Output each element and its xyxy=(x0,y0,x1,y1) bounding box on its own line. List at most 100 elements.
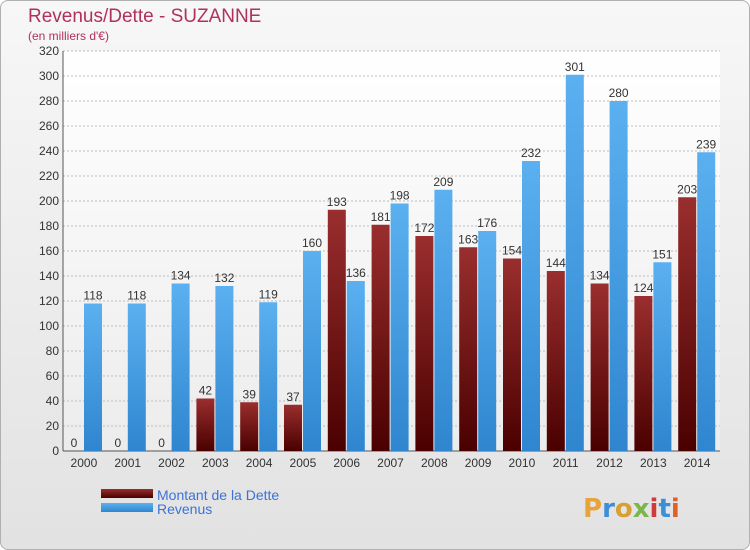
legend-swatch-debt xyxy=(101,489,153,498)
bar-revenue xyxy=(390,203,409,451)
proxiti-logo-text: Proxiti xyxy=(583,494,680,524)
bar-debt xyxy=(327,209,346,451)
data-label-debt: 37 xyxy=(286,390,300,404)
bar-debt xyxy=(371,224,390,451)
bar-revenue xyxy=(84,303,102,451)
y-tick-label: 20 xyxy=(46,419,60,433)
bar-revenue xyxy=(478,231,497,451)
chart-title: Revenus/Dette - SUZANNE xyxy=(28,6,262,27)
y-tick-label: 280 xyxy=(39,94,59,108)
y-tick-label: 260 xyxy=(39,119,59,133)
x-tick-label: 2007 xyxy=(377,456,404,470)
y-tick-label: 300 xyxy=(39,69,59,83)
bar-revenue xyxy=(434,189,453,451)
data-label-revenue: 136 xyxy=(346,266,366,280)
y-tick-label: 320 xyxy=(39,44,59,58)
x-tick-label: 2006 xyxy=(333,456,360,470)
x-tick-label: 2010 xyxy=(509,456,536,470)
logo-letter: i xyxy=(650,494,659,524)
data-label-revenue: 119 xyxy=(259,287,278,301)
data-label-revenue: 134 xyxy=(171,269,191,283)
x-tick-label: 2005 xyxy=(290,456,317,470)
x-tick-label: 2012 xyxy=(596,456,623,470)
data-label-debt: 154 xyxy=(502,244,522,258)
bar-debt xyxy=(240,402,259,451)
data-label-debt: 42 xyxy=(199,384,213,398)
x-tick-label: 2009 xyxy=(465,456,492,470)
bar-revenue xyxy=(215,286,234,451)
bar-debt xyxy=(590,283,609,451)
data-label-debt: 163 xyxy=(458,232,478,246)
bar-revenue xyxy=(346,281,365,451)
bar-revenue xyxy=(565,74,584,451)
logo-letter: x xyxy=(633,494,650,524)
bar-revenue xyxy=(171,283,190,451)
bar-debt xyxy=(546,271,565,451)
x-tick-label: 2013 xyxy=(640,456,667,470)
x-tick-label: 2002 xyxy=(158,456,185,470)
legend-swatch-revenue xyxy=(101,503,153,512)
bar-debt xyxy=(415,236,434,451)
bar-revenue xyxy=(303,251,321,451)
data-label-debt: 144 xyxy=(546,256,566,270)
bar-debt xyxy=(459,247,478,451)
chart-subtitle: (en milliers d'€) xyxy=(28,29,109,43)
data-label-revenue: 160 xyxy=(302,236,322,250)
data-label-revenue: 132 xyxy=(214,271,234,285)
bar-debt xyxy=(503,258,521,451)
y-tick-label: 100 xyxy=(39,319,59,333)
data-label-revenue: 239 xyxy=(696,137,716,151)
y-tick-label: 40 xyxy=(46,394,60,408)
x-tick-label: 2003 xyxy=(202,456,229,470)
bar-debt xyxy=(678,197,697,451)
y-tick-label: 180 xyxy=(39,219,59,233)
x-tick-label: 2011 xyxy=(553,456,579,470)
y-tick-label: 80 xyxy=(46,344,60,358)
data-label-revenue: 232 xyxy=(521,146,541,160)
data-label-debt: 172 xyxy=(414,221,434,235)
bar-debt xyxy=(634,296,653,451)
y-tick-label: 140 xyxy=(39,269,59,283)
bar-revenue xyxy=(697,152,716,451)
x-tick-label: 2014 xyxy=(684,456,711,470)
x-tick-label: 2000 xyxy=(71,456,98,470)
data-label-debt: 181 xyxy=(371,210,391,224)
data-label-debt: 39 xyxy=(243,387,257,401)
y-tick-label: 240 xyxy=(39,144,59,158)
y-tick-label: 220 xyxy=(39,169,59,183)
data-label-debt: 134 xyxy=(590,269,610,283)
logo-letter: t xyxy=(658,494,670,524)
data-label-debt: 193 xyxy=(327,195,347,209)
logo-letter: o xyxy=(615,494,633,524)
x-tick-label: 2008 xyxy=(421,456,448,470)
bar-revenue xyxy=(653,262,672,451)
bar-debt xyxy=(284,404,302,451)
x-tick-label: 2001 xyxy=(114,456,141,470)
data-label-revenue: 280 xyxy=(609,86,629,100)
proxiti-logo: Proxiti xyxy=(583,494,680,524)
y-tick-label: 120 xyxy=(39,294,59,308)
y-tick-label: 0 xyxy=(52,444,59,458)
data-label-debt: 0 xyxy=(114,436,121,450)
bar-revenue xyxy=(259,302,278,451)
data-label-debt: 0 xyxy=(158,436,165,450)
logo-letter: P xyxy=(583,494,602,524)
y-tick-label: 60 xyxy=(46,369,60,383)
data-label-debt: 0 xyxy=(71,436,78,450)
data-label-revenue: 118 xyxy=(127,289,146,303)
bar-revenue xyxy=(127,303,146,451)
legend-label-revenue: Revenus xyxy=(157,501,213,517)
data-label-debt: 124 xyxy=(633,281,653,295)
data-label-revenue: 118 xyxy=(83,289,102,303)
bar-debt xyxy=(196,398,215,451)
data-label-debt: 203 xyxy=(677,182,697,196)
bar-revenue xyxy=(522,161,540,451)
data-label-revenue: 301 xyxy=(565,60,585,74)
x-tick-label: 2004 xyxy=(246,456,273,470)
bar-revenue xyxy=(609,101,628,451)
y-tick-label: 160 xyxy=(39,244,59,258)
logo-letter: r xyxy=(602,494,615,524)
y-tick-label: 200 xyxy=(39,194,59,208)
